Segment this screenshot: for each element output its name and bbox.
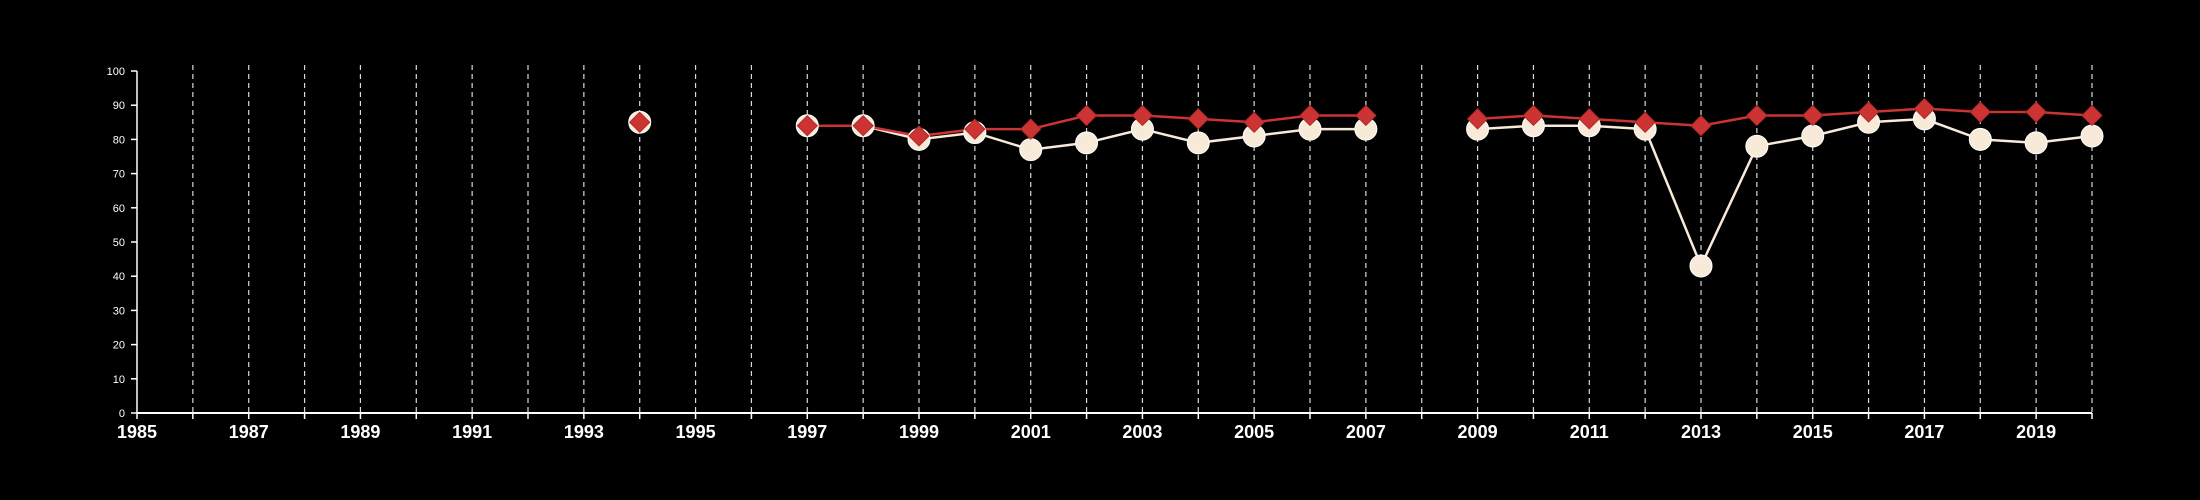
y-tick-label-30: 30 <box>113 305 125 317</box>
diamond-point-2005 <box>1243 111 1265 134</box>
y-tick-label-50: 50 <box>113 237 125 249</box>
diamond-point-2016 <box>1857 101 1880 123</box>
series-markers <box>628 97 2104 278</box>
diamond-point-1994 <box>629 111 651 134</box>
diamond-point-1998 <box>852 115 874 137</box>
circle-point-2019 <box>2024 131 2048 155</box>
diamond-point-2003 <box>1131 104 1154 127</box>
y-tick-label-70: 70 <box>113 169 125 181</box>
circle-point-2004 <box>1186 131 1210 155</box>
x-tick-label-2005: 2005 <box>1234 422 1274 442</box>
diamond-point-1997 <box>796 115 818 137</box>
diamond-point-2004 <box>1187 108 1209 130</box>
circle-point-2002 <box>1075 131 1099 155</box>
circle-point-2014 <box>1745 134 1769 158</box>
x-tick-label-1995: 1995 <box>676 422 716 442</box>
circle-point-2015 <box>1801 124 1825 148</box>
x-tick-label-1987: 1987 <box>229 422 269 442</box>
series-circle-line-segment-2 <box>1477 117 2093 270</box>
x-tick-label-2011: 2011 <box>1570 422 1609 442</box>
x-tick-label-2019: 2019 <box>2016 422 2056 442</box>
x-tick-label-2001: 2001 <box>1011 422 1051 442</box>
diamond-point-2018 <box>1969 101 1991 123</box>
x-tick-label-1989: 1989 <box>340 422 380 442</box>
diamond-point-2015 <box>1802 104 1824 127</box>
diamond-point-2011 <box>1578 108 1600 130</box>
diamond-point-2017 <box>1913 97 1936 120</box>
diamond-point-2013 <box>1690 115 1712 137</box>
diamond-point-2020 <box>2081 104 2103 127</box>
x-tick-label-1985: 1985 <box>117 422 157 442</box>
y-tick-label-0: 0 <box>119 408 125 420</box>
diamond-point-1999 <box>908 125 930 147</box>
circle-point-2001 <box>1019 138 1043 162</box>
diamond-point-2019 <box>2025 101 2047 123</box>
x-tick-label-2009: 2009 <box>1458 422 1498 442</box>
circle-point-2013 <box>1689 254 1713 278</box>
y-tick-label-20: 20 <box>113 340 125 352</box>
x-tick-label-2017: 2017 <box>1904 422 1944 442</box>
y-tick-label-90: 90 <box>113 100 125 112</box>
diamond-point-2009 <box>1466 108 1489 130</box>
axes: 0 10 20 30 40 50 60 70 80 90 100 1985 1987 1989 1991 19… <box>107 66 2093 442</box>
y-tick-label-10: 10 <box>113 374 125 386</box>
x-tick-label-2013: 2013 <box>1681 422 1721 442</box>
y-tick-label-60: 60 <box>113 203 125 215</box>
x-tick-label-1991: 1991 <box>452 422 492 442</box>
diamond-point-2002 <box>1075 104 1098 127</box>
y-tick-label-80: 80 <box>113 134 125 146</box>
x-tick-label-1993: 1993 <box>564 422 604 442</box>
x-tick-label-2003: 2003 <box>1122 422 1162 442</box>
diamond-point-2010 <box>1522 104 1545 127</box>
circle-point-2018 <box>1968 127 1992 151</box>
series-diamond-line-segment-2 <box>1477 107 2093 127</box>
diamond-point-2006 <box>1299 104 1321 127</box>
circle-point-2020 <box>2080 124 2104 148</box>
diamond-point-2007 <box>1355 104 1377 127</box>
diamond-point-2012 <box>1634 111 1656 134</box>
diamond-point-2014 <box>1746 104 1768 127</box>
x-tick-label-2007: 2007 <box>1346 422 1386 442</box>
y-tick-label-40: 40 <box>113 271 125 283</box>
x-tick-label-1997: 1997 <box>787 422 827 442</box>
series-lines <box>807 107 2093 270</box>
diamond-point-2000 <box>964 118 986 140</box>
x-tick-label-2015: 2015 <box>1793 422 1833 442</box>
x-tick-label-1999: 1999 <box>899 422 939 442</box>
diamond-point-2001 <box>1020 118 1042 140</box>
y-tick-label-100: 100 <box>107 66 125 78</box>
